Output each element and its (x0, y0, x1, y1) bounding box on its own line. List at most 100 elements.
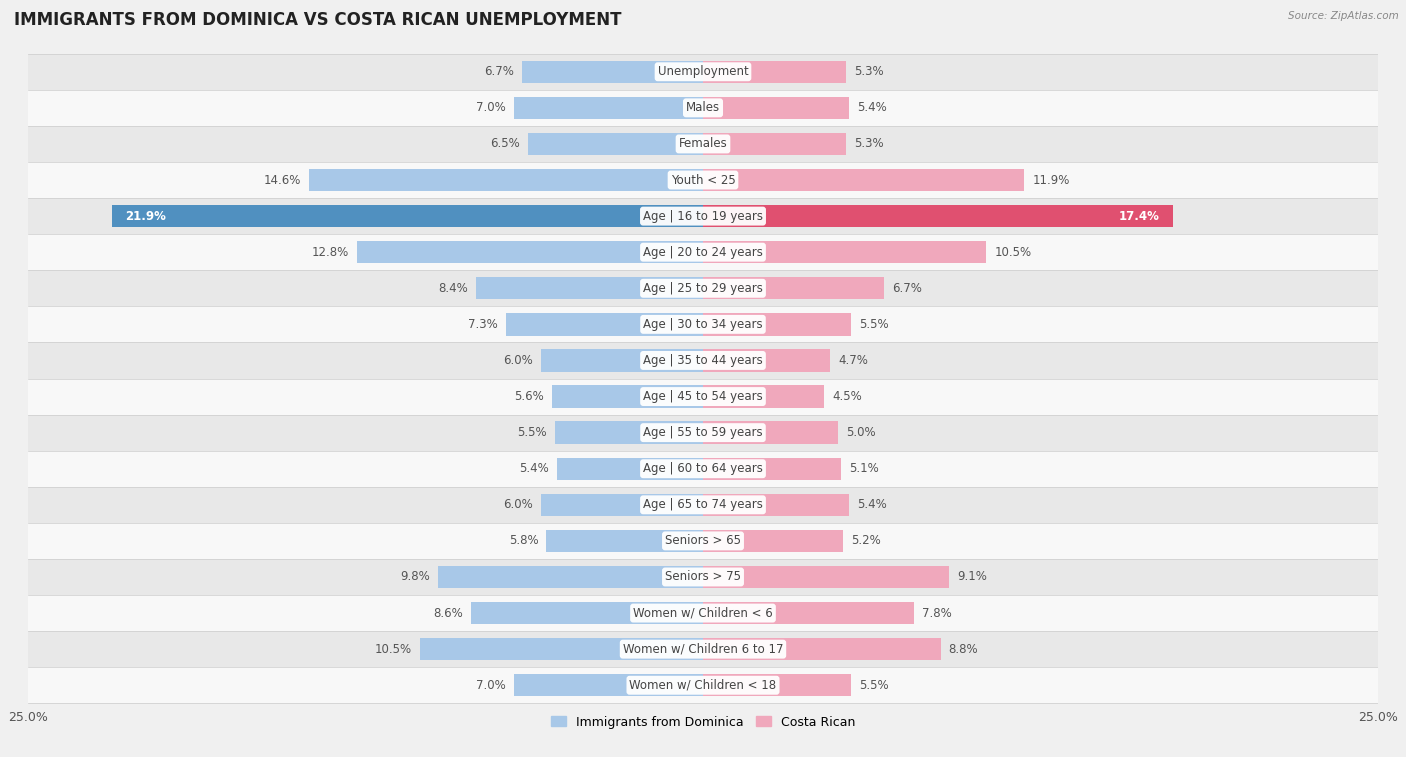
Text: Age | 20 to 24 years: Age | 20 to 24 years (643, 246, 763, 259)
Text: Seniors > 75: Seniors > 75 (665, 571, 741, 584)
Text: 9.1%: 9.1% (956, 571, 987, 584)
Text: 6.7%: 6.7% (484, 65, 515, 78)
Bar (703, 530, 844, 552)
Bar (439, 565, 703, 588)
Text: 7.0%: 7.0% (477, 679, 506, 692)
Text: 10.5%: 10.5% (994, 246, 1032, 259)
Bar (554, 422, 703, 444)
Text: 10.5%: 10.5% (374, 643, 412, 656)
Text: Youth < 25: Youth < 25 (671, 173, 735, 186)
Bar (419, 638, 703, 660)
Text: 8.6%: 8.6% (433, 606, 463, 619)
Bar (309, 169, 703, 192)
Bar (547, 530, 703, 552)
Text: 8.4%: 8.4% (439, 282, 468, 294)
Text: 6.5%: 6.5% (489, 138, 519, 151)
Bar (703, 132, 846, 155)
Text: 12.8%: 12.8% (312, 246, 349, 259)
Text: 9.8%: 9.8% (401, 571, 430, 584)
Bar (28, 198, 1378, 234)
Bar (703, 205, 1173, 227)
Bar (506, 313, 703, 335)
Text: 17.4%: 17.4% (1118, 210, 1159, 223)
Bar (28, 667, 1378, 703)
Text: Age | 35 to 44 years: Age | 35 to 44 years (643, 354, 763, 367)
Bar (28, 234, 1378, 270)
Bar (28, 307, 1378, 342)
Text: 4.5%: 4.5% (832, 390, 862, 403)
Text: 5.4%: 5.4% (519, 463, 550, 475)
Text: Seniors > 65: Seniors > 65 (665, 534, 741, 547)
Bar (541, 494, 703, 516)
Bar (28, 342, 1378, 378)
Bar (28, 487, 1378, 523)
Bar (703, 602, 914, 625)
Bar (551, 385, 703, 408)
Text: Women w/ Children < 6: Women w/ Children < 6 (633, 606, 773, 619)
Text: 5.3%: 5.3% (855, 138, 884, 151)
Bar (515, 97, 703, 119)
Bar (112, 205, 703, 227)
Bar (28, 162, 1378, 198)
Bar (527, 132, 703, 155)
Text: 6.0%: 6.0% (503, 498, 533, 511)
Text: Age | 16 to 19 years: Age | 16 to 19 years (643, 210, 763, 223)
Text: 5.5%: 5.5% (859, 318, 889, 331)
Bar (471, 602, 703, 625)
Text: Age | 60 to 64 years: Age | 60 to 64 years (643, 463, 763, 475)
Text: 7.8%: 7.8% (922, 606, 952, 619)
Bar (703, 169, 1024, 192)
Text: Age | 65 to 74 years: Age | 65 to 74 years (643, 498, 763, 511)
Text: Women w/ Children < 18: Women w/ Children < 18 (630, 679, 776, 692)
Text: 5.8%: 5.8% (509, 534, 538, 547)
Text: Age | 55 to 59 years: Age | 55 to 59 years (643, 426, 763, 439)
Bar (28, 415, 1378, 450)
Bar (28, 126, 1378, 162)
Text: 5.2%: 5.2% (852, 534, 882, 547)
Bar (703, 349, 830, 372)
Text: Males: Males (686, 101, 720, 114)
Bar (357, 241, 703, 263)
Bar (477, 277, 703, 300)
Text: Unemployment: Unemployment (658, 65, 748, 78)
Text: Age | 25 to 29 years: Age | 25 to 29 years (643, 282, 763, 294)
Bar (28, 523, 1378, 559)
Text: 5.4%: 5.4% (856, 101, 887, 114)
Bar (703, 313, 852, 335)
Bar (515, 674, 703, 696)
Text: Females: Females (679, 138, 727, 151)
Bar (703, 457, 841, 480)
Bar (28, 631, 1378, 667)
Text: 5.6%: 5.6% (515, 390, 544, 403)
Text: 7.3%: 7.3% (468, 318, 498, 331)
Bar (703, 97, 849, 119)
Text: 7.0%: 7.0% (477, 101, 506, 114)
Text: Source: ZipAtlas.com: Source: ZipAtlas.com (1288, 11, 1399, 21)
Bar (28, 378, 1378, 415)
Text: 5.1%: 5.1% (849, 463, 879, 475)
Text: IMMIGRANTS FROM DOMINICA VS COSTA RICAN UNEMPLOYMENT: IMMIGRANTS FROM DOMINICA VS COSTA RICAN … (14, 11, 621, 30)
Bar (557, 457, 703, 480)
Bar (703, 638, 941, 660)
Bar (28, 90, 1378, 126)
Bar (28, 595, 1378, 631)
Bar (522, 61, 703, 83)
Bar (703, 277, 884, 300)
Bar (703, 674, 852, 696)
Text: 5.3%: 5.3% (855, 65, 884, 78)
Text: 5.5%: 5.5% (517, 426, 547, 439)
Text: 5.0%: 5.0% (846, 426, 876, 439)
Text: 8.8%: 8.8% (949, 643, 979, 656)
Text: 5.5%: 5.5% (859, 679, 889, 692)
Text: 21.9%: 21.9% (125, 210, 166, 223)
Bar (28, 559, 1378, 595)
Text: Age | 30 to 34 years: Age | 30 to 34 years (643, 318, 763, 331)
Text: Women w/ Children 6 to 17: Women w/ Children 6 to 17 (623, 643, 783, 656)
Text: 14.6%: 14.6% (263, 173, 301, 186)
Text: 11.9%: 11.9% (1032, 173, 1070, 186)
Text: 4.7%: 4.7% (838, 354, 868, 367)
Legend: Immigrants from Dominica, Costa Rican: Immigrants from Dominica, Costa Rican (546, 711, 860, 734)
Bar (703, 422, 838, 444)
Text: 5.4%: 5.4% (856, 498, 887, 511)
Text: 6.7%: 6.7% (891, 282, 922, 294)
